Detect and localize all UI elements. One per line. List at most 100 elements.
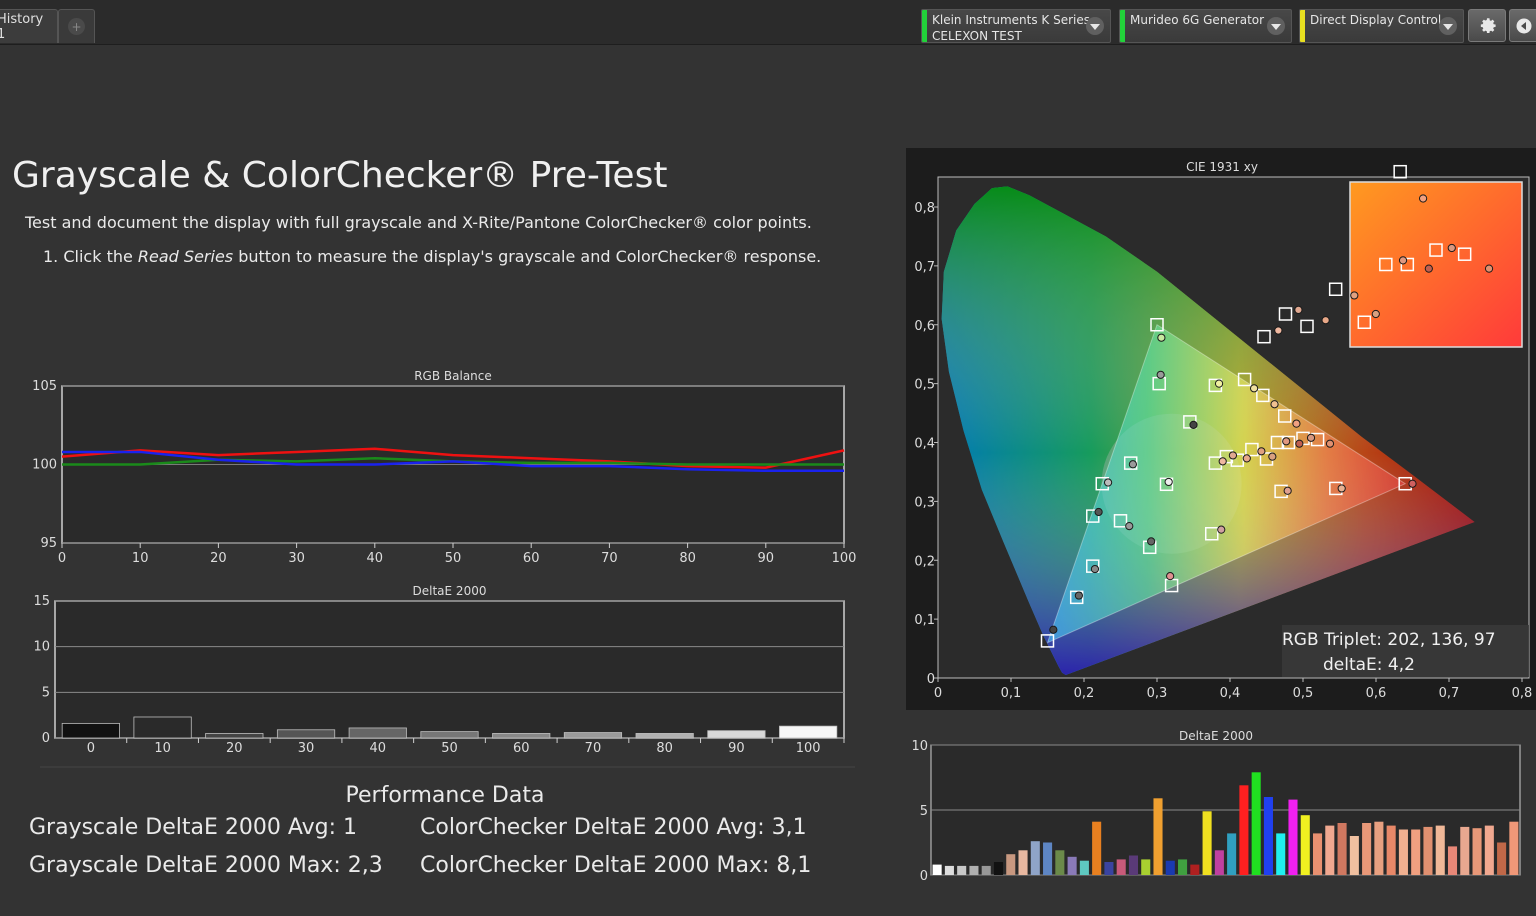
x-tick-label: 20: [226, 741, 243, 756]
zoom-inset: [1349, 181, 1523, 348]
bar: [1055, 850, 1065, 875]
x-tick-label: 0,3: [1147, 686, 1168, 701]
bar: [1030, 841, 1040, 875]
y-tick-label: 10: [911, 739, 928, 754]
inset-target-point: [1393, 164, 1407, 179]
meter-name: Klein Instruments K Series: [932, 13, 1091, 27]
measured-point: [1189, 420, 1198, 429]
target-point: [1256, 388, 1270, 403]
inset-measured-point: [1398, 256, 1408, 265]
read-series-reference: Read Series: [137, 247, 234, 266]
bar: [1337, 823, 1347, 875]
bar: [1509, 821, 1519, 875]
inset-measured-point: [1419, 194, 1428, 203]
bar: [492, 733, 551, 739]
bar: [1104, 862, 1114, 875]
generator-name: Murideo 6G Generator: [1130, 13, 1265, 27]
plot-area: [54, 600, 845, 739]
target-point: [1205, 527, 1219, 541]
y-tick-label: 95: [40, 536, 57, 551]
target-point: [1086, 509, 1100, 523]
target-point: [1159, 477, 1174, 492]
x-tick-label: 80: [656, 741, 673, 756]
generator-selector[interactable]: Murideo 6G Generator: [1119, 9, 1292, 43]
inset-measured-point: [1484, 264, 1494, 273]
bar: [420, 731, 479, 739]
bar: [1362, 823, 1372, 875]
measured-point: [1094, 507, 1103, 517]
collapse-arrow-icon: [1516, 18, 1532, 33]
x-tick-label: 0,2: [1074, 686, 1095, 701]
add-tab-button[interactable]: +: [58, 9, 95, 43]
inset-measured-point: [1321, 316, 1330, 325]
measured-point: [1157, 333, 1166, 342]
bar: [1178, 859, 1188, 875]
bar: [1128, 855, 1139, 875]
measured-point: [1156, 370, 1165, 379]
measured-point: [1103, 478, 1113, 487]
collapse-panel-button[interactable]: [1509, 9, 1536, 42]
bar: [1447, 846, 1458, 875]
grayscale-avg: Grayscale DeltaE 2000 Avg: 1: [29, 815, 357, 840]
measured-point: [1125, 522, 1134, 531]
measured-point: [1268, 452, 1277, 461]
y-tick-label: 0,4: [914, 437, 935, 452]
tab-history-1[interactable]: History 1: [0, 9, 58, 43]
x-tick-label: 0,1: [1001, 686, 1022, 701]
inset-target-point: [1300, 319, 1314, 334]
chart-title: RGB Balance: [414, 369, 492, 383]
target-point: [1278, 409, 1292, 423]
bar: [61, 722, 120, 739]
x-tick-label: 40: [369, 741, 386, 756]
colorchecker-max: ColorChecker DeltaE 2000 Max: 8,1: [420, 853, 812, 878]
bar: [1227, 833, 1237, 875]
y-tick-label: 0: [920, 869, 928, 884]
x-tick-label: 70: [585, 741, 602, 756]
measured-point: [1408, 479, 1417, 488]
rgb-balance-chart: RGB Balance 95 100 105 0 10 20 30 40 50 60 70 80 90 10…: [32, 369, 856, 566]
bar: [1398, 829, 1408, 875]
x-tick-label: 60: [523, 551, 540, 566]
x-tick-label: 0: [934, 686, 942, 701]
measured-point: [1292, 419, 1301, 428]
x-tick-label: 10: [132, 551, 149, 566]
bar: [981, 865, 991, 875]
display-selector[interactable]: Direct Display Control: [1299, 9, 1464, 43]
inset-target-point: [1400, 257, 1415, 272]
inset-target-point: [1429, 243, 1443, 257]
series-line-0: [61, 447, 845, 469]
measured-point: [1249, 384, 1259, 393]
settings-button[interactable]: [1468, 9, 1506, 42]
inset-target-point: [1257, 329, 1271, 344]
x-tick-label: 40: [367, 551, 384, 566]
chevron-down-icon[interactable]: [1086, 17, 1104, 35]
bar: [635, 733, 694, 739]
y-tick-label: 5: [42, 685, 50, 700]
measured-point: [1282, 437, 1291, 446]
deltae-readout: deltaE: 4,2: [1323, 655, 1415, 675]
bar: [205, 733, 264, 739]
measured-point: [1218, 457, 1227, 466]
inset-measured-point: [1274, 326, 1283, 335]
step-prefix: 1. Click the: [43, 247, 138, 266]
measured-point: [1090, 564, 1100, 574]
meter-selector[interactable]: Klein Instruments K Series CELEXON TEST: [921, 9, 1111, 43]
readout-box: [1282, 625, 1529, 677]
bar: [1263, 797, 1273, 875]
bar: [1079, 860, 1089, 875]
measured-point: [1325, 439, 1335, 448]
bar: [1374, 821, 1384, 875]
inset-measured-point: [1447, 243, 1456, 253]
chevron-down-icon[interactable]: [1439, 17, 1457, 35]
target-point: [1113, 514, 1128, 528]
meter-profile: CELEXON TEST: [932, 29, 1022, 43]
chart-title: CIE 1931 xy: [1186, 160, 1258, 174]
measured-point: [1228, 451, 1238, 460]
bar: [1325, 825, 1335, 875]
page-title: Grayscale & ColorChecker® Pre-Test: [12, 155, 668, 196]
bar: [969, 865, 979, 875]
bar: [779, 725, 838, 739]
chevron-down-icon[interactable]: [1267, 17, 1285, 35]
inset-target-point: [1457, 247, 1472, 261]
bar: [1251, 772, 1261, 875]
